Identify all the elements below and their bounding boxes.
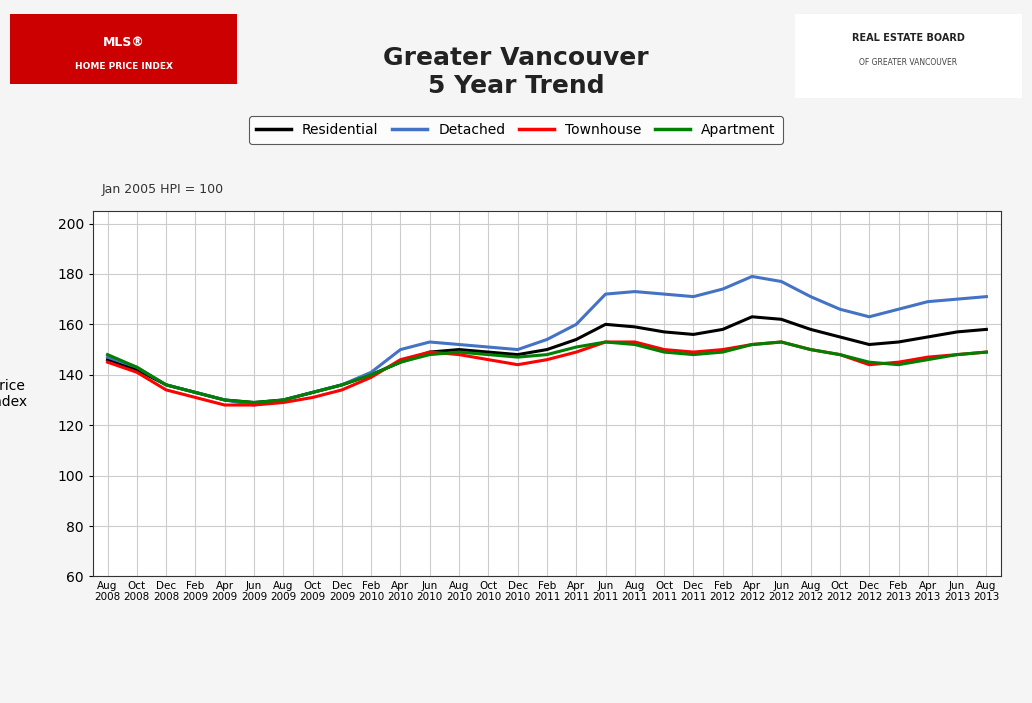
Text: REAL ESTATE BOARD: REAL ESTATE BOARD <box>851 32 965 43</box>
Y-axis label: Price
Index: Price Index <box>0 379 28 408</box>
Text: HOME PRICE INDEX: HOME PRICE INDEX <box>75 63 172 71</box>
Text: Greater Vancouver: Greater Vancouver <box>383 46 649 70</box>
Text: OF GREATER VANCOUVER: OF GREATER VANCOUVER <box>859 58 958 67</box>
Text: MLS®: MLS® <box>103 36 144 49</box>
Legend: Residential, Detached, Townhouse, Apartment: Residential, Detached, Townhouse, Apartm… <box>250 116 782 144</box>
Text: Jan 2005 HPI = 100: Jan 2005 HPI = 100 <box>102 183 224 196</box>
Text: 5 Year Trend: 5 Year Trend <box>427 74 605 98</box>
